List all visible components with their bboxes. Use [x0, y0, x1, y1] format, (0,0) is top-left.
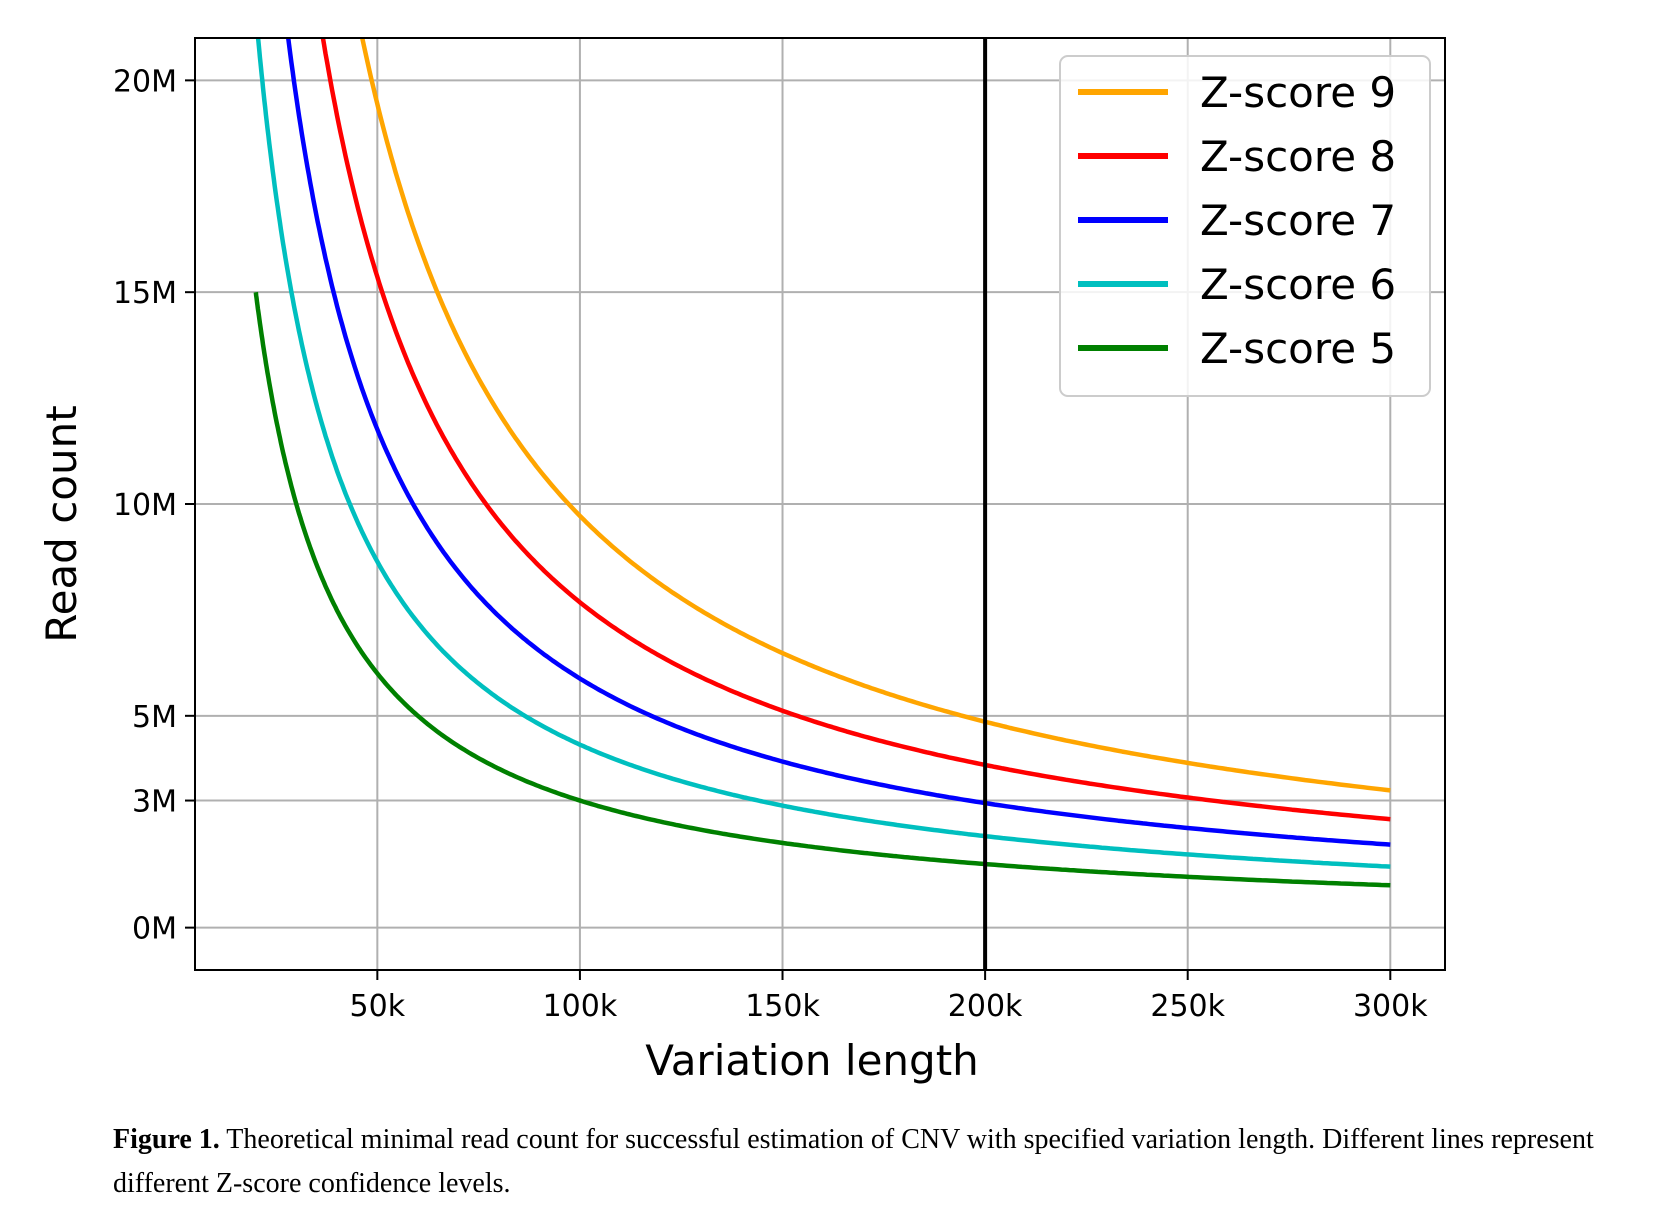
y-tick-label: 20M — [113, 64, 177, 99]
legend-label: Z-score 9 — [1200, 68, 1396, 117]
x-tick-label: 300k — [1353, 989, 1428, 1024]
series-line-z-score-7 — [285, 38, 1391, 847]
caption-label: Figure 1. — [113, 1124, 220, 1155]
legend: Z-score 9 Z-score 8 Z-score 7 Z-score 6 Z-sc… — [1059, 55, 1431, 397]
y-axis-label: Read count — [37, 405, 86, 642]
figure-caption: Figure 1. Theoretical minimal read count… — [113, 1118, 1633, 1206]
x-tick-label: 250k — [1150, 989, 1225, 1024]
x-tick-label: 200k — [948, 989, 1023, 1024]
x-tick-label: 50k — [350, 989, 406, 1024]
series-lines — [253, 38, 1391, 888]
legend-label: Z-score 6 — [1200, 260, 1396, 309]
y-tick-label: 0M — [132, 912, 177, 947]
series-line-z-score-5 — [253, 290, 1391, 888]
series-line-z-score-6 — [255, 38, 1391, 869]
x-tick-label: 100k — [543, 989, 618, 1024]
caption-text: Theoretical minimal read count for succe… — [113, 1124, 1594, 1199]
y-tick-label: 5M — [132, 700, 177, 735]
y-tick-label: 3M — [132, 785, 177, 820]
series-line-z-score-8 — [320, 38, 1391, 822]
x-axis-label: Variation length — [645, 1036, 979, 1085]
y-tick-label: 15M — [113, 276, 177, 311]
legend-label: Z-score 8 — [1200, 132, 1396, 181]
chart: 50k 100k 150k 200k 250k 300k 0M 3M 5M 10M 15M 20M V… — [37, 37, 1446, 1085]
legend-label: Z-score 5 — [1200, 324, 1396, 373]
series-line-z-score-9 — [359, 38, 1391, 793]
axis-ticks: 50k 100k 150k 200k 250k 300k 0M 3M 5M 10M 15M 20M — [113, 64, 1428, 1024]
legend-box — [1059, 55, 1431, 397]
legend-label: Z-score 7 — [1200, 196, 1396, 245]
y-tick-label: 10M — [113, 488, 177, 523]
x-tick-label: 150k — [745, 989, 820, 1024]
